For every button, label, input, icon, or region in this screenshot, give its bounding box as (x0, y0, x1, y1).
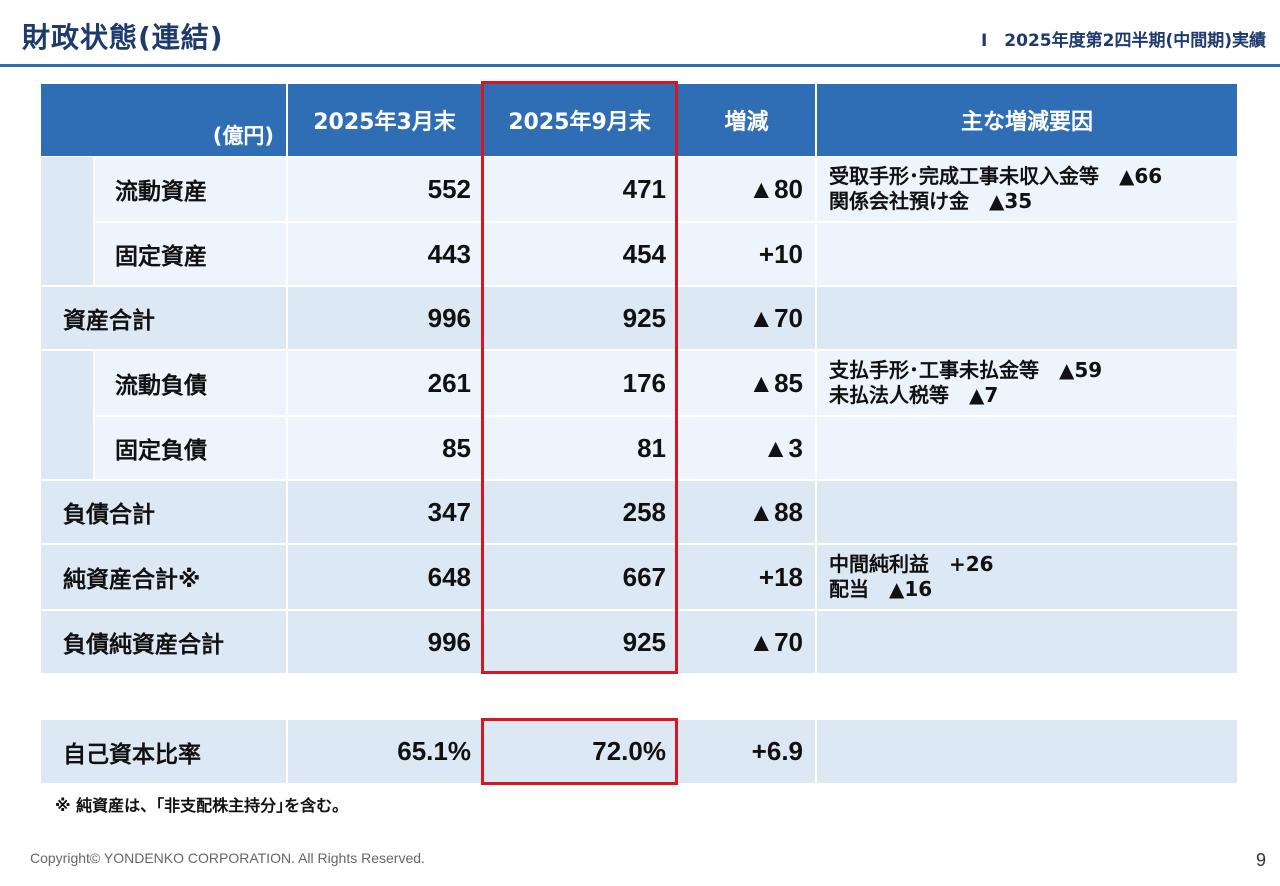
row-label: 資産合計 (41, 287, 286, 349)
change-reasons (817, 287, 1237, 349)
change-reasons (817, 223, 1237, 285)
value-march: 347 (288, 481, 481, 543)
value-change: ▲3 (678, 417, 815, 479)
change-reasons: 支払手形･工事未払金等 ▲59 未払法人税等 ▲7 (817, 351, 1237, 415)
value-september: 925 (483, 611, 676, 673)
indent-cell (41, 157, 93, 285)
value-change: +10 (678, 223, 815, 285)
ratio-change: +6.9 (678, 720, 815, 783)
ratio-label: 自己資本比率 (41, 720, 286, 783)
change-reasons: 中間純利益 +26 配当 ▲16 (817, 545, 1237, 609)
value-september: 81 (483, 417, 676, 479)
value-september: 471 (483, 157, 676, 221)
value-change: ▲85 (678, 351, 815, 415)
value-september: 454 (483, 223, 676, 285)
footnote: ※ 純資産は、｢非支配株主持分｣を含む。 (55, 796, 349, 815)
row-label: 固定負債 (95, 417, 286, 479)
value-march: 85 (288, 417, 481, 479)
row-label: 流動負債 (95, 351, 286, 415)
row-label: 負債純資産合計 (41, 611, 286, 673)
value-march: 443 (288, 223, 481, 285)
reason-line: 未払法人税等 ▲7 (829, 383, 999, 407)
value-change: ▲88 (678, 481, 815, 543)
row-label: 純資産合計※ (41, 545, 286, 609)
value-march: 261 (288, 351, 481, 415)
unit-header: (億円) (41, 84, 286, 156)
reason-line: 関係会社預け金 ▲35 (829, 189, 1033, 213)
column-header-change: 増減 (678, 84, 815, 156)
value-change: ▲70 (678, 287, 815, 349)
value-march: 996 (288, 287, 481, 349)
copyright: Copyright© YONDENKO CORPORATION. All Rig… (30, 850, 425, 866)
value-march: 996 (288, 611, 481, 673)
change-reasons (817, 417, 1237, 479)
change-reasons: 受取手形･完成工事未収入金等 ▲66 関係会社預け金 ▲35 (817, 157, 1237, 221)
column-header-september: 2025年9月末 (483, 84, 676, 156)
page-title: 財政状態(連結) (22, 21, 224, 54)
value-september: 667 (483, 545, 676, 609)
column-header-march: 2025年3月末 (288, 84, 481, 156)
reason-line: 支払手形･工事未払金等 ▲59 (829, 358, 1103, 382)
reason-line: 受取手形･完成工事未収入金等 ▲66 (829, 164, 1163, 188)
value-change: ▲70 (678, 611, 815, 673)
row-label: 負債合計 (41, 481, 286, 543)
value-change: ▲80 (678, 157, 815, 221)
ratio-september: 72.0% (483, 720, 676, 783)
column-header-reasons: 主な増減要因 (817, 84, 1237, 156)
page-number: 9 (1255, 850, 1266, 870)
value-change: +18 (678, 545, 815, 609)
change-reasons (817, 611, 1237, 673)
reason-line: 配当 ▲16 (829, 577, 933, 601)
reason-line: 中間純利益 +26 (829, 552, 994, 576)
ratio-reasons (817, 720, 1237, 783)
value-march: 552 (288, 157, 481, 221)
highlight-september-column (481, 81, 678, 674)
row-label: 固定資産 (95, 223, 286, 285)
section-label: Ⅰ 2025年度第2四半期(中間期)実績 (980, 31, 1266, 51)
value-march: 648 (288, 545, 481, 609)
header-divider (0, 64, 1280, 67)
ratio-march: 65.1% (288, 720, 481, 783)
highlight-september-ratio (481, 718, 678, 785)
change-reasons (817, 481, 1237, 543)
row-label: 流動資産 (95, 157, 286, 221)
value-september: 176 (483, 351, 676, 415)
value-september: 925 (483, 287, 676, 349)
value-september: 258 (483, 481, 676, 543)
indent-cell (41, 351, 93, 479)
